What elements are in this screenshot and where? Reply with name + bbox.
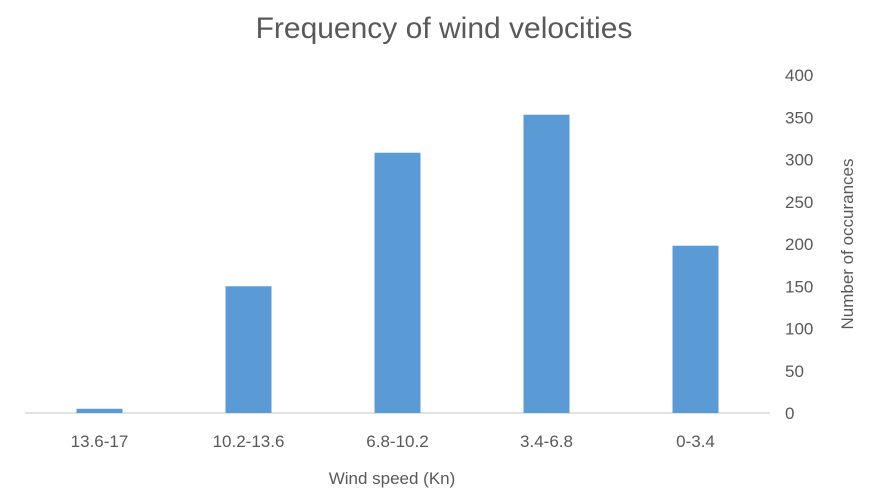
y-tick-label: 250: [785, 193, 813, 212]
x-tick-label: 10.2-13.6: [213, 432, 285, 451]
x-tick-label: 3.4-6.8: [520, 432, 573, 451]
chart-title: Frequency of wind velocities: [256, 12, 633, 45]
x-tick-label: 6.8-10.2: [366, 432, 428, 451]
bar: [374, 152, 421, 414]
y-tick-label: 150: [785, 277, 813, 296]
y-axis-label: Number of occurances: [838, 158, 857, 329]
y-tick-label: 350: [785, 108, 813, 127]
bar: [76, 408, 123, 413]
bar: [523, 114, 570, 413]
x-tick-label: 13.6-17: [71, 432, 129, 451]
y-tick-label: 400: [785, 66, 813, 85]
x-axis-ticks: 13.6-17 10.2-13.6 6.8-10.2 3.4-6.8 0-3.4: [71, 432, 715, 451]
bar: [672, 245, 719, 413]
bars: [76, 114, 719, 414]
y-tick-label: 0: [785, 404, 794, 423]
bar: [225, 286, 272, 413]
x-tick-label: 0-3.4: [676, 432, 715, 451]
y-tick-label: 300: [785, 151, 813, 170]
y-axis-ticks: 0 50 100 150 200 250 300 350 400: [785, 66, 813, 423]
y-tick-label: 100: [785, 320, 813, 339]
y-tick-label: 200: [785, 235, 813, 254]
y-tick-label: 50: [785, 362, 804, 381]
x-axis-label: Wind speed (Kn): [329, 469, 456, 488]
